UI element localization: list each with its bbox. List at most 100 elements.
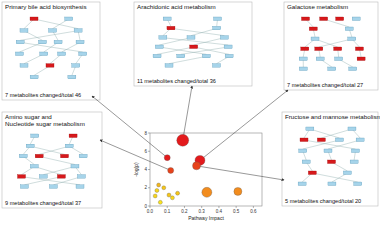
metabolite-node: [187, 36, 195, 40]
pathway-point: [157, 183, 161, 187]
y-tick: [148, 133, 150, 134]
pathway-point: [164, 155, 170, 161]
metabolite-node: [69, 134, 77, 138]
metabolite-node: [355, 47, 363, 51]
metabolite-node: [39, 175, 47, 179]
panel-caption: 5 metabolites changed/total 20: [285, 198, 361, 204]
pathway-point: [177, 134, 189, 146]
panel-caption: 7 metabolites changed/total 46: [5, 92, 81, 98]
metabolite-node: [177, 54, 185, 58]
metabolite-node: [348, 37, 356, 41]
edge: [30, 146, 64, 154]
metabolite-node: [328, 182, 336, 186]
metabolite-node: [71, 165, 79, 169]
metabolite-node: [343, 171, 351, 175]
panel-frame: [2, 2, 100, 100]
metabolite-node: [20, 64, 28, 68]
arrow: [197, 166, 284, 180]
pathway-panel: Galactose metabolism7 metabolites change…: [284, 2, 378, 90]
x-tick: [218, 206, 219, 208]
metabolite-node: [76, 185, 84, 189]
y-tick: [148, 187, 150, 188]
metabolite-node: [351, 149, 359, 153]
metabolite-node: [202, 54, 210, 58]
edge: [304, 140, 355, 149]
metabolite-node: [54, 40, 62, 44]
metabolite-node: [317, 138, 325, 142]
edge: [169, 56, 206, 63]
metabolite-node: [302, 17, 310, 21]
metabolite-node: [58, 52, 66, 56]
x-tick-label: 0.4: [216, 209, 223, 214]
metabolite-node: [18, 175, 26, 179]
metabolite-node: [159, 36, 167, 40]
metabolite-node: [153, 54, 161, 58]
pathway-point: [176, 191, 180, 195]
metabolite-node: [31, 134, 39, 138]
metabolite-node: [26, 144, 34, 148]
figure: 0.00.10.20.30.40.50.602468Pathway Impact…: [0, 0, 380, 225]
edge: [20, 42, 83, 52]
pathway-panel: Amino sugar andNucleotide sugar metaboli…: [2, 112, 102, 208]
metabolite-node: [308, 171, 316, 175]
arrow: [100, 140, 171, 170]
metabolite-node: [354, 182, 362, 186]
metabolite-node: [214, 17, 222, 21]
pathway-point: [170, 196, 174, 200]
edge: [163, 38, 228, 45]
panel-frame: [284, 2, 378, 90]
metabolite-node: [324, 149, 332, 153]
metabolite-node: [16, 40, 24, 44]
edge: [39, 146, 69, 154]
pathway-point: [162, 186, 166, 190]
metabolite-node: [65, 17, 73, 21]
x-tick: [253, 206, 254, 208]
figure-root: 0.00.10.20.30.40.50.602468Pathway Impact…: [0, 0, 380, 225]
metabolite-node: [335, 57, 343, 61]
metabolite-node: [300, 138, 308, 142]
x-tick: [201, 206, 202, 208]
metabolite-node: [40, 52, 48, 56]
panel-frame: [134, 2, 252, 86]
metabolite-node: [349, 67, 357, 71]
x-tick-label: 0.0: [147, 209, 154, 214]
metabolite-node: [79, 154, 87, 158]
edge: [194, 47, 229, 54]
pathway-point: [193, 162, 201, 170]
metabolite-node: [57, 175, 65, 179]
points: [153, 134, 242, 204]
metabolite-node: [68, 75, 76, 79]
x-tick-label: 0.2: [181, 209, 188, 214]
edge: [39, 156, 75, 164]
pathway-point: [202, 187, 212, 197]
metabolite-node: [328, 67, 336, 71]
y-tick-label: 6: [144, 149, 147, 154]
metabolite-node: [65, 144, 73, 148]
metabolite-node: [163, 17, 171, 21]
metabolite-node: [213, 26, 221, 30]
metabolite-node: [328, 160, 336, 164]
panel-title: Arachidonic acid metabolism: [137, 3, 216, 10]
x-tick-label: 0.3: [199, 209, 206, 214]
metabolite-node: [19, 154, 27, 158]
metabolite-node: [20, 29, 28, 32]
metabolite-node: [345, 27, 353, 31]
metabolite-node: [352, 17, 360, 21]
x-tick: [167, 206, 168, 208]
metabolite-node: [77, 175, 85, 179]
metabolite-node: [336, 17, 344, 21]
panel-title: Primary bile acid biosynthesis: [5, 3, 87, 10]
pathway-point: [234, 187, 242, 195]
panel-caption: 7 metabolites changed/total 27: [287, 82, 363, 88]
metabolite-node: [334, 47, 342, 51]
metabolite-node: [155, 45, 163, 49]
pathway-point: [155, 188, 159, 192]
metabolite-node: [306, 127, 314, 131]
metabolite-node: [320, 17, 328, 21]
metabolite-node: [15, 52, 23, 56]
metabolite-node: [316, 57, 324, 61]
metabolite-node: [79, 52, 87, 56]
panel-title: Fructose and mannose metabolism: [285, 113, 380, 120]
x-axis-label: Pathway Impact: [188, 215, 224, 221]
y-axis-label: -log(p): [133, 162, 139, 177]
